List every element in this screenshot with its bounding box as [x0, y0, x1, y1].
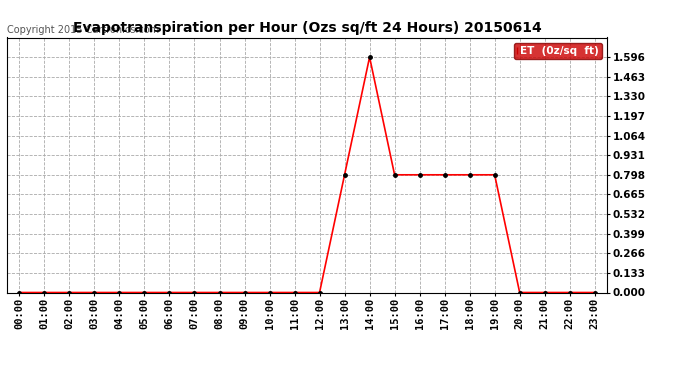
Title: Evapotranspiration per Hour (Ozs sq/ft 24 Hours) 20150614: Evapotranspiration per Hour (Ozs sq/ft 2…: [72, 21, 542, 35]
Text: Copyright 2015 Cartronics.com: Copyright 2015 Cartronics.com: [7, 25, 159, 35]
Legend: ET  (0z/sq  ft): ET (0z/sq ft): [514, 43, 602, 59]
